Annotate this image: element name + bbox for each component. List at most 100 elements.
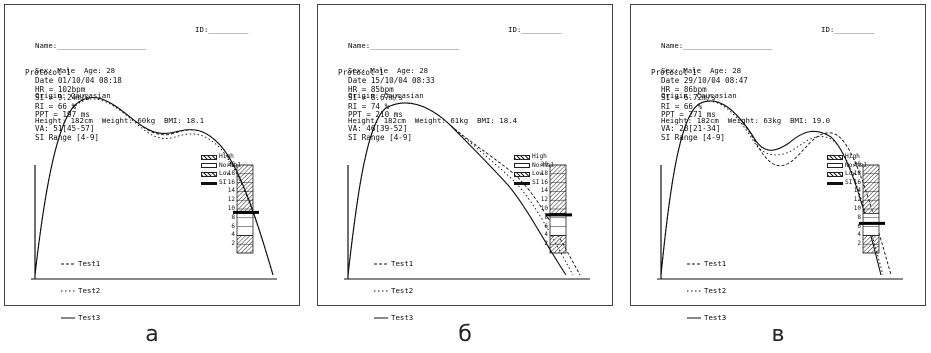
scale-tick-label: 10 [853,205,861,212]
sex-age-line: Sex: Male Age: 28 [35,66,116,76]
scale-tick-label: 14 [540,187,548,195]
si-swatch [827,181,843,185]
key-normal: Normal [219,161,242,169]
origin-line: Origin: Caucasian [348,91,424,101]
scale-tick-label: 6 [857,222,861,230]
height-weight-bmi-line: Height: 182cm Weight: 61kg BMI: 18.4 [348,116,518,126]
caption-c: в [771,322,785,347]
key-si: SI [532,178,540,186]
protocol-title: Protocol 1 [338,68,384,77]
normal-swatch [827,163,843,169]
protocol-ri: RI = 66 % [661,101,703,111]
name-field: Name:____________________ [348,40,460,50]
scale-tick-label: 18 [540,169,548,177]
normal-swatch [514,163,530,169]
scale-tick-label: 6 [544,222,548,230]
key-low: Low [532,170,544,178]
scale-key: High Normal Low SI [201,153,241,187]
waveform-test3 [660,100,882,276]
legend-test3: Test3 [78,313,101,322]
patient-header: Name:____________________ Sex: Male Age:… [348,25,517,143]
height-weight-bmi-line: Height: 182cm Weight: 60kg BMI: 18.1 [35,116,205,126]
scale-tick-label: 2 [231,240,235,248]
scale-tick-label: 2 [857,240,861,248]
scale-normal-zone [549,212,567,236]
scale-tick-label: 6 [231,222,235,230]
protocol-ppt: PPT = 271 ms [661,110,716,120]
scale-tick-label: 20 [227,161,235,168]
scale-tick-label: 16 [227,178,235,186]
protocol-si: SI = 6.72m/s [661,93,716,103]
waveform-plot [31,96,277,280]
protocol-block: Protocol 1 Date 29/10/04 08:47 HR = 86bp… [651,68,748,142]
scale-tick-label: 10 [540,205,548,212]
legend-test2: Test2 [391,286,414,295]
sex-age-line: Sex: Male Age: 28 [348,66,429,76]
origin-line: Origin: Caucasian [35,91,111,101]
scale-tick-label: 12 [853,196,861,204]
report-panel-b: Name:____________________ Sex: Male Age:… [317,4,613,322]
scale-tick-label: 14 [227,187,235,195]
key-si: SI [845,178,853,186]
name-field: Name:____________________ [661,40,773,50]
scale-normal-zone [236,212,254,236]
legend-test1: Test1 [78,259,101,268]
scale-tick-label: 16 [853,178,861,186]
protocol-hr: HR = 102bpm [35,84,86,94]
scale-tick-label: 14 [853,187,861,195]
key-normal: Normal [845,161,868,169]
caption-b: б [458,322,472,347]
id-field: ID:_________ [508,25,562,34]
protocol-si: SI = 9.24m/s [35,93,90,103]
waveform-test3 [347,102,567,276]
scale-tick-label: 10 [227,205,235,212]
protocol-title: Protocol 1 [25,68,71,77]
legend-test2: Test2 [78,286,101,295]
protocol-si-range: SI Range [4-9] [348,132,413,142]
waveform-test3 [34,96,274,276]
scale-tick-label: 4 [857,231,861,239]
series-legend: Test1 Test2 Test3 [374,241,413,340]
protocol-si-range: SI Range [4-9] [35,132,100,142]
protocol-date: Date 15/10/04 08:33 [348,76,435,86]
protocol-si-range: SI Range [4-9] [661,132,726,142]
si-swatch [201,181,217,185]
scale-key: High Normal Low SI [514,153,554,187]
series-legend: Test1 Test2 Test3 [61,241,100,340]
high-swatch [827,154,843,160]
si-swatch [514,181,530,185]
key-low: Low [845,170,857,178]
key-high: High [532,153,547,160]
report-panel-c: Name:____________________ Sex: Male Age:… [630,4,926,322]
series-legend: Test1 Test2 Test3 [687,241,726,340]
legend-test1: Test1 [704,259,727,268]
protocol-block: Protocol 1 Date 15/10/04 08:33 HR = 85bp… [338,68,435,142]
scale-tick-label: 16 [540,178,548,186]
origin-line: Origin: Caucasian [661,91,737,101]
scale-tick-label: 18 [227,169,235,177]
high-swatch [201,154,217,160]
waveform-plot [657,100,903,280]
scale-tick-label: 8 [857,213,861,221]
scale-tick-label: 20 [853,161,861,168]
id-field: ID:_________ [821,25,875,34]
low-swatch [201,171,217,177]
protocol-va: VA: 28[21-34] [661,124,721,134]
scale-tick-label: 4 [231,231,235,239]
key-low: Low [219,170,231,178]
protocol-date: Date 29/10/04 08:47 [661,76,748,86]
id-field: ID:_________ [195,25,249,34]
low-swatch [514,171,530,177]
scale-tick-label: 12 [227,196,235,204]
protocol-si: SI = 8.67m/s [348,93,403,103]
height-weight-bmi-line: Height: 182cm Weight: 63kg BMI: 19.0 [661,116,831,126]
patient-header: Name:____________________ Sex: Male Age:… [661,25,830,143]
protocol-hr: HR = 85bpm [348,84,394,94]
legend-test3: Test3 [704,313,727,322]
legend-test3: Test3 [391,313,414,322]
report-panel-a: Name:____________________ Sex: Male Age:… [4,4,300,322]
protocol-ri: RI = 74 % [348,101,390,111]
legend-test2: Test2 [704,286,727,295]
key-high: High [219,153,234,160]
scale-key: High Normal Low SI [827,153,867,187]
